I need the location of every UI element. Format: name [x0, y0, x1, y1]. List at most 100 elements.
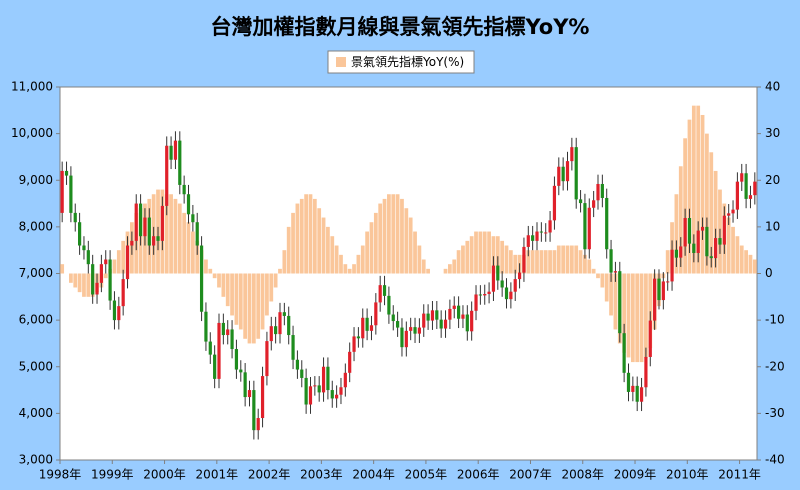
- candle-body: [748, 195, 753, 199]
- bar: [230, 273, 234, 316]
- bar: [247, 273, 252, 344]
- candle-body: [609, 249, 613, 273]
- candle-body: [352, 336, 356, 352]
- candle-body: [86, 250, 90, 265]
- candle-body: [247, 390, 252, 398]
- candle-body: [683, 218, 687, 247]
- candle-body: [731, 209, 735, 214]
- bar: [683, 138, 687, 274]
- bar: [334, 245, 339, 274]
- bar: [86, 273, 91, 297]
- bar: [417, 245, 422, 274]
- bar: [735, 236, 740, 274]
- x-tick-label: 1998年: [39, 468, 82, 482]
- candle-body: [439, 319, 443, 329]
- bar: [173, 198, 178, 274]
- bar: [112, 259, 117, 274]
- bar: [526, 250, 531, 274]
- bar: [456, 250, 461, 274]
- candle-body: [282, 312, 286, 316]
- candle-body: [631, 385, 635, 392]
- candle-body: [478, 294, 482, 296]
- bar: [709, 152, 714, 274]
- candle-body: [269, 326, 273, 342]
- candle-body: [208, 341, 212, 355]
- bar: [452, 259, 457, 274]
- bar: [530, 250, 535, 274]
- candle-body: [409, 327, 413, 331]
- bar: [591, 268, 596, 274]
- bar: [587, 259, 592, 274]
- candle-body: [295, 359, 300, 370]
- bar: [208, 268, 213, 274]
- bar: [622, 273, 627, 353]
- candle-body: [378, 285, 382, 303]
- bar: [482, 231, 487, 274]
- candle-body: [278, 312, 282, 335]
- bar: [461, 245, 465, 274]
- candle-body: [69, 175, 73, 213]
- candle-body: [661, 281, 665, 301]
- candle-body: [452, 305, 456, 309]
- bar: [539, 250, 544, 274]
- bar: [604, 273, 609, 302]
- candle-body: [252, 390, 256, 431]
- y2-tick-label: 40: [765, 80, 780, 94]
- bar: [400, 198, 404, 274]
- candle-body: [626, 372, 631, 392]
- candle-body: [243, 372, 247, 398]
- bar: [578, 250, 583, 274]
- candle-body: [335, 394, 339, 399]
- candle-body: [317, 385, 321, 393]
- candle-body: [618, 271, 622, 334]
- bar: [500, 240, 505, 274]
- candle-body: [304, 377, 308, 405]
- x-tick-label: 2005年: [405, 468, 448, 482]
- candle-body: [687, 218, 692, 244]
- bar: [535, 250, 539, 274]
- candle-body: [213, 354, 217, 379]
- bar: [487, 231, 491, 274]
- bar: [465, 240, 470, 274]
- bar: [705, 133, 709, 274]
- candle-body: [705, 226, 709, 257]
- bar: [60, 264, 65, 274]
- y-tick-label: 9,000: [19, 173, 53, 187]
- y-tick-label: 11,000: [11, 80, 53, 94]
- candle-body: [491, 265, 496, 292]
- candle-body: [513, 279, 517, 292]
- candle-body: [156, 236, 160, 241]
- candle-body: [561, 166, 565, 182]
- bar: [648, 273, 653, 349]
- bar: [190, 231, 195, 274]
- candle-body: [718, 238, 722, 245]
- candle-body: [435, 310, 439, 320]
- bar: [73, 273, 78, 288]
- candle-body: [639, 387, 644, 402]
- bar: [469, 236, 474, 274]
- bar: [569, 245, 574, 274]
- candle-body: [382, 285, 387, 296]
- bar: [574, 245, 579, 274]
- candle-body: [230, 329, 234, 350]
- candle-body: [330, 390, 334, 399]
- candle-body: [587, 207, 591, 250]
- candle-body: [666, 281, 670, 283]
- candle-body: [596, 183, 600, 201]
- candle-body: [361, 317, 365, 339]
- bar: [82, 273, 86, 297]
- bar: [565, 245, 570, 274]
- chart-title: 台灣加權指數月線與景氣領先指標YoY%: [211, 15, 590, 39]
- y2-tick-label: 30: [765, 126, 780, 140]
- bar: [282, 250, 287, 274]
- candle-body: [465, 314, 469, 332]
- candle-body: [535, 231, 539, 241]
- y-tick-label: 4,000: [19, 406, 53, 420]
- bar: [238, 273, 243, 330]
- y2-tick-label: -20: [765, 359, 785, 373]
- candle-body: [117, 306, 121, 321]
- y2-tick-label: 10: [765, 219, 780, 233]
- candle-body: [73, 212, 77, 223]
- bar: [243, 273, 248, 339]
- bar: [752, 259, 757, 274]
